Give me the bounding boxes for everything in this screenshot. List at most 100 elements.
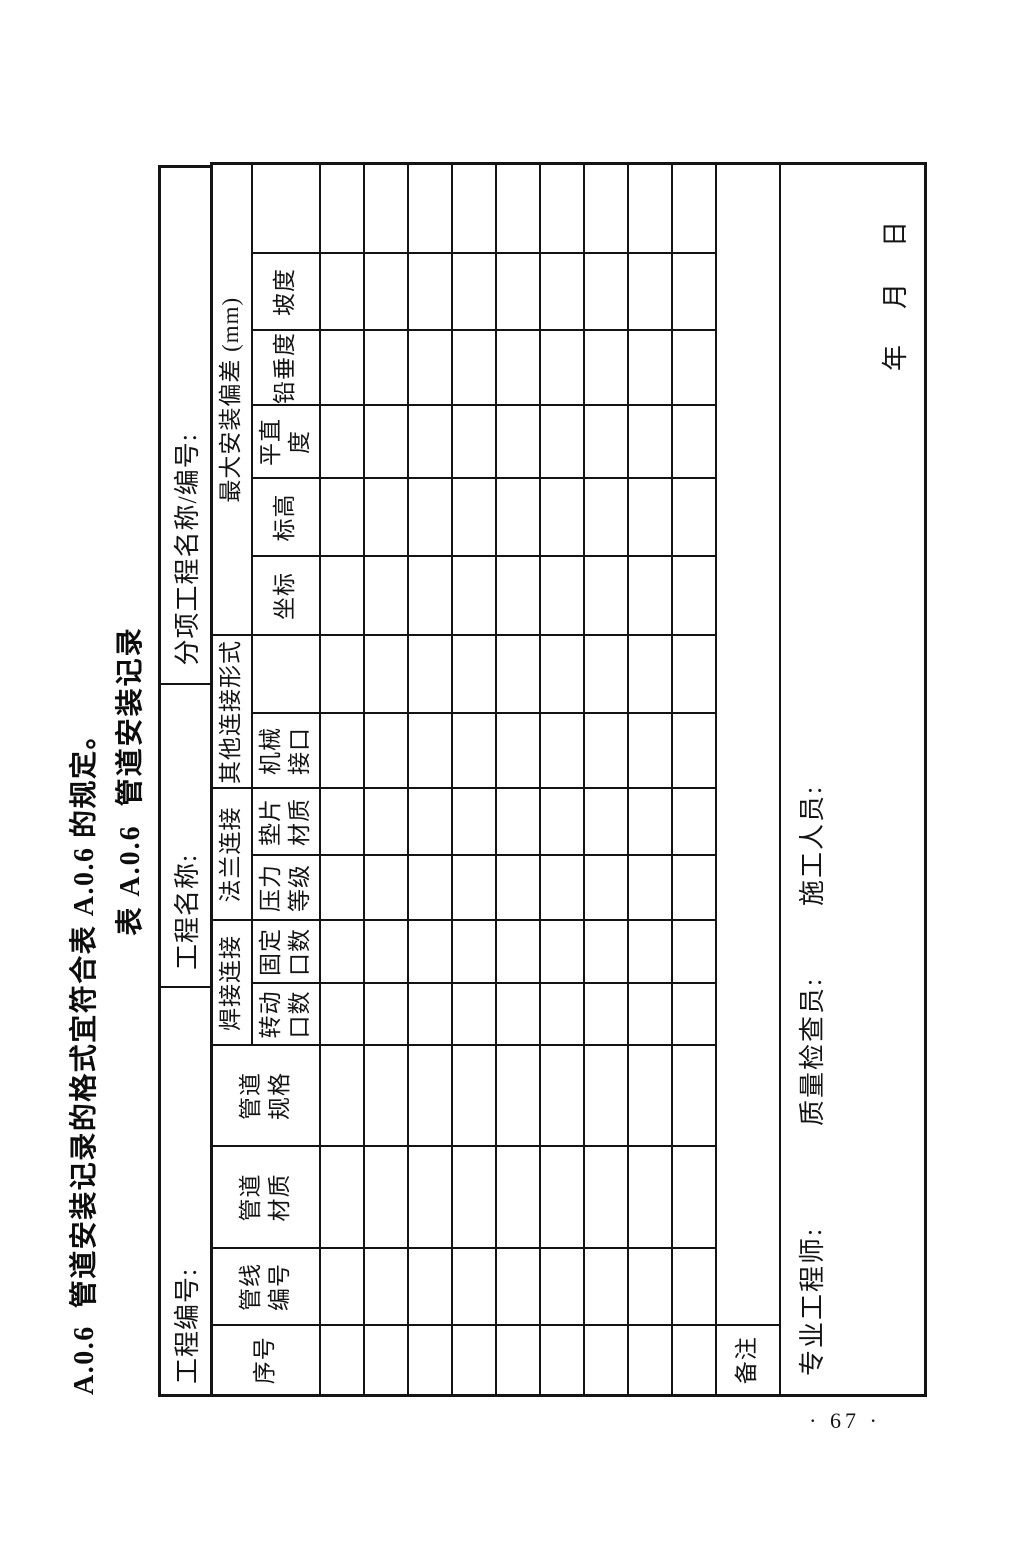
inspector-label: 质量检查员: bbox=[797, 976, 827, 1126]
empty-cell bbox=[407, 713, 452, 789]
empty-cell bbox=[319, 855, 364, 921]
empty-cell bbox=[671, 1146, 716, 1249]
empty-cell bbox=[583, 920, 628, 984]
empty-cell bbox=[539, 253, 584, 331]
empty-cell bbox=[627, 983, 672, 1046]
header-rows: 序号 管线 编号 管道 材质 管道 规格 焊接连接 法兰连接 其他连接形式 最大… bbox=[211, 163, 320, 1396]
empty-cell bbox=[319, 1146, 364, 1249]
empty-cell bbox=[671, 330, 716, 406]
empty-cell bbox=[495, 1146, 540, 1249]
empty-data-row bbox=[671, 163, 716, 1396]
sub-header-pressure-class: 压力 等级 bbox=[251, 855, 320, 921]
empty-cell bbox=[363, 788, 408, 856]
engineer-label: 专业工程师: bbox=[797, 1226, 827, 1376]
empty-cell bbox=[539, 478, 584, 557]
sub-header-coordinate: 坐标 bbox=[251, 556, 320, 636]
empty-cell bbox=[539, 788, 584, 856]
empty-data-row bbox=[451, 163, 496, 1396]
empty-cell bbox=[671, 478, 716, 557]
empty-cell bbox=[539, 163, 584, 254]
empty-data-row bbox=[319, 163, 364, 1396]
empty-cell bbox=[319, 330, 364, 406]
empty-cell bbox=[495, 1248, 540, 1326]
sub-header-deviation-blank bbox=[251, 163, 320, 254]
empty-cell bbox=[407, 1248, 452, 1326]
empty-cell bbox=[671, 1045, 716, 1147]
empty-cell bbox=[583, 253, 628, 331]
empty-cell bbox=[451, 1146, 496, 1249]
empty-cell bbox=[363, 1045, 408, 1147]
empty-cell bbox=[583, 556, 628, 636]
empty-cell bbox=[319, 635, 364, 714]
empty-cell bbox=[627, 1248, 672, 1326]
bottom-rows: 备注 专业工程师: 质量检查员: 施工人员: 年 月 日 bbox=[715, 163, 926, 1396]
remark-blank-cell bbox=[715, 163, 780, 1326]
group-header-row: 序号 管线 编号 管道 材质 管道 规格 焊接连接 法兰连接 其他连接形式 最大… bbox=[211, 163, 320, 1396]
empty-cell bbox=[363, 1325, 408, 1396]
empty-cell bbox=[627, 556, 672, 636]
empty-cell bbox=[319, 983, 364, 1046]
empty-cell bbox=[495, 163, 540, 254]
empty-cell bbox=[627, 163, 672, 254]
empty-cell bbox=[451, 713, 496, 789]
signature-cell: 专业工程师: 质量检查员: 施工人员: 年 月 日 bbox=[779, 163, 926, 1396]
empty-cell bbox=[627, 330, 672, 406]
empty-cell bbox=[319, 478, 364, 557]
empty-cell bbox=[539, 920, 584, 984]
empty-cell bbox=[627, 478, 672, 557]
empty-cell bbox=[671, 253, 716, 331]
empty-data-row bbox=[495, 163, 540, 1396]
empty-cell bbox=[319, 1325, 364, 1396]
empty-cell bbox=[407, 330, 452, 406]
empty-cell bbox=[451, 478, 496, 557]
project-name-label: 工程名称: bbox=[161, 683, 210, 987]
empty-cell bbox=[407, 1045, 452, 1147]
empty-cell bbox=[363, 713, 408, 789]
record-table: 工程编号: 工程名称: 分项工程名称/编号: 序号 管线 编号 bbox=[158, 161, 928, 1397]
empty-cell bbox=[363, 920, 408, 984]
empty-cell bbox=[671, 713, 716, 789]
empty-cell bbox=[451, 556, 496, 636]
empty-cell bbox=[583, 330, 628, 406]
empty-cell bbox=[627, 713, 672, 789]
empty-cell bbox=[319, 1045, 364, 1147]
empty-cell bbox=[451, 1325, 496, 1396]
empty-cell bbox=[495, 330, 540, 406]
empty-cell bbox=[407, 920, 452, 984]
empty-cell bbox=[495, 1325, 540, 1396]
empty-cell bbox=[671, 855, 716, 921]
sub-header-mechanical-joint: 机械 接口 bbox=[251, 713, 320, 789]
empty-cell bbox=[407, 855, 452, 921]
empty-cell bbox=[671, 920, 716, 984]
empty-cell bbox=[451, 1248, 496, 1326]
empty-cell bbox=[495, 855, 540, 921]
empty-cell bbox=[539, 855, 584, 921]
empty-cell bbox=[319, 788, 364, 856]
empty-cell bbox=[539, 983, 584, 1046]
empty-cell bbox=[671, 405, 716, 479]
empty-cell bbox=[407, 405, 452, 479]
empty-cell bbox=[407, 788, 452, 856]
empty-cell bbox=[627, 1146, 672, 1249]
empty-cell bbox=[671, 635, 716, 714]
date-label: 年 月 日 bbox=[880, 218, 910, 371]
signature-row: 专业工程师: 质量检查员: 施工人员: 年 月 日 bbox=[779, 163, 926, 1396]
empty-data-row bbox=[363, 163, 408, 1396]
empty-cell bbox=[319, 253, 364, 331]
empty-cell bbox=[495, 983, 540, 1046]
sub-header-straightness: 平直度 bbox=[251, 405, 320, 479]
empty-cell bbox=[363, 330, 408, 406]
empty-cell bbox=[363, 1248, 408, 1326]
empty-cell bbox=[583, 635, 628, 714]
empty-cell bbox=[583, 713, 628, 789]
group-header-weld: 焊接连接 bbox=[211, 920, 252, 1046]
empty-cell bbox=[363, 556, 408, 636]
empty-cell bbox=[583, 478, 628, 557]
empty-cell bbox=[407, 556, 452, 636]
empty-cell bbox=[407, 635, 452, 714]
section-heading: A.0.6 管道安装记录的格式宜符合表 A.0.6 的规定。 bbox=[69, 720, 100, 1395]
empty-cell bbox=[407, 1325, 452, 1396]
col-header-pipe-material: 管道 材质 bbox=[211, 1146, 320, 1249]
empty-cell bbox=[363, 1146, 408, 1249]
empty-cell bbox=[539, 330, 584, 406]
